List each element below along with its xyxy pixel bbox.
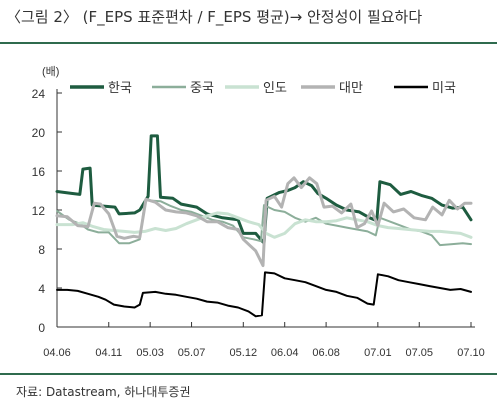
x-tick-label: 05.03 (136, 347, 164, 359)
x-tick-label: 07.10 (457, 347, 485, 359)
y-tick-label: 24 (32, 87, 46, 101)
x-tick-label: 04.06 (43, 347, 71, 359)
source-note: 자료: Datastream, 하나대투증권 (16, 385, 191, 399)
x-tick-label: 05.07 (178, 347, 206, 359)
x-tick-label: 04.11 (95, 347, 122, 359)
y-tick-label: 4 (38, 282, 45, 296)
legend-label: 중국 (190, 80, 214, 95)
x-tick-label: 07.05 (405, 347, 433, 359)
legend: 한국 중국 인도 대만 미국 (70, 80, 456, 95)
series-line (56, 271, 472, 318)
y-tick-label: 16 (32, 165, 46, 179)
axes: 0 4 8 12 16 20 24 04.06 04.11 05.03 05.07 05.12 06.0… (32, 87, 485, 359)
y-tick-label: 0 (38, 321, 45, 335)
bottom-rule (0, 373, 497, 375)
x-tick-label: 06.04 (271, 347, 299, 359)
y-tick-label: 12 (32, 204, 46, 218)
legend-label: 대만 (339, 80, 363, 95)
x-tick-label: 05.12 (230, 347, 258, 359)
top-rule (0, 42, 497, 44)
series-line (56, 199, 472, 247)
legend-label: 미국 (432, 80, 456, 95)
legend-label: 인도 (263, 80, 287, 95)
series-group (55, 134, 473, 318)
y-tick-label: 20 (32, 126, 46, 140)
y-axis-label: (배) (42, 65, 59, 78)
y-tick-label: 8 (38, 243, 45, 257)
figure-title: 〈그림 2〉 (F_EPS 표준편차 / F_EPS 평균)→ 안정성이 필요하… (6, 8, 423, 26)
line-chart: (배) 한국 중국 인도 대만 미국 0 4 8 12 16 20 24 04.06 04.11 05.0… (32, 65, 485, 359)
legend-label: 한국 (108, 80, 132, 95)
x-tick-label: 06.08 (312, 347, 340, 359)
x-tick-label: 07.01 (364, 347, 392, 359)
series-line (55, 211, 473, 239)
series-line (55, 176, 473, 268)
